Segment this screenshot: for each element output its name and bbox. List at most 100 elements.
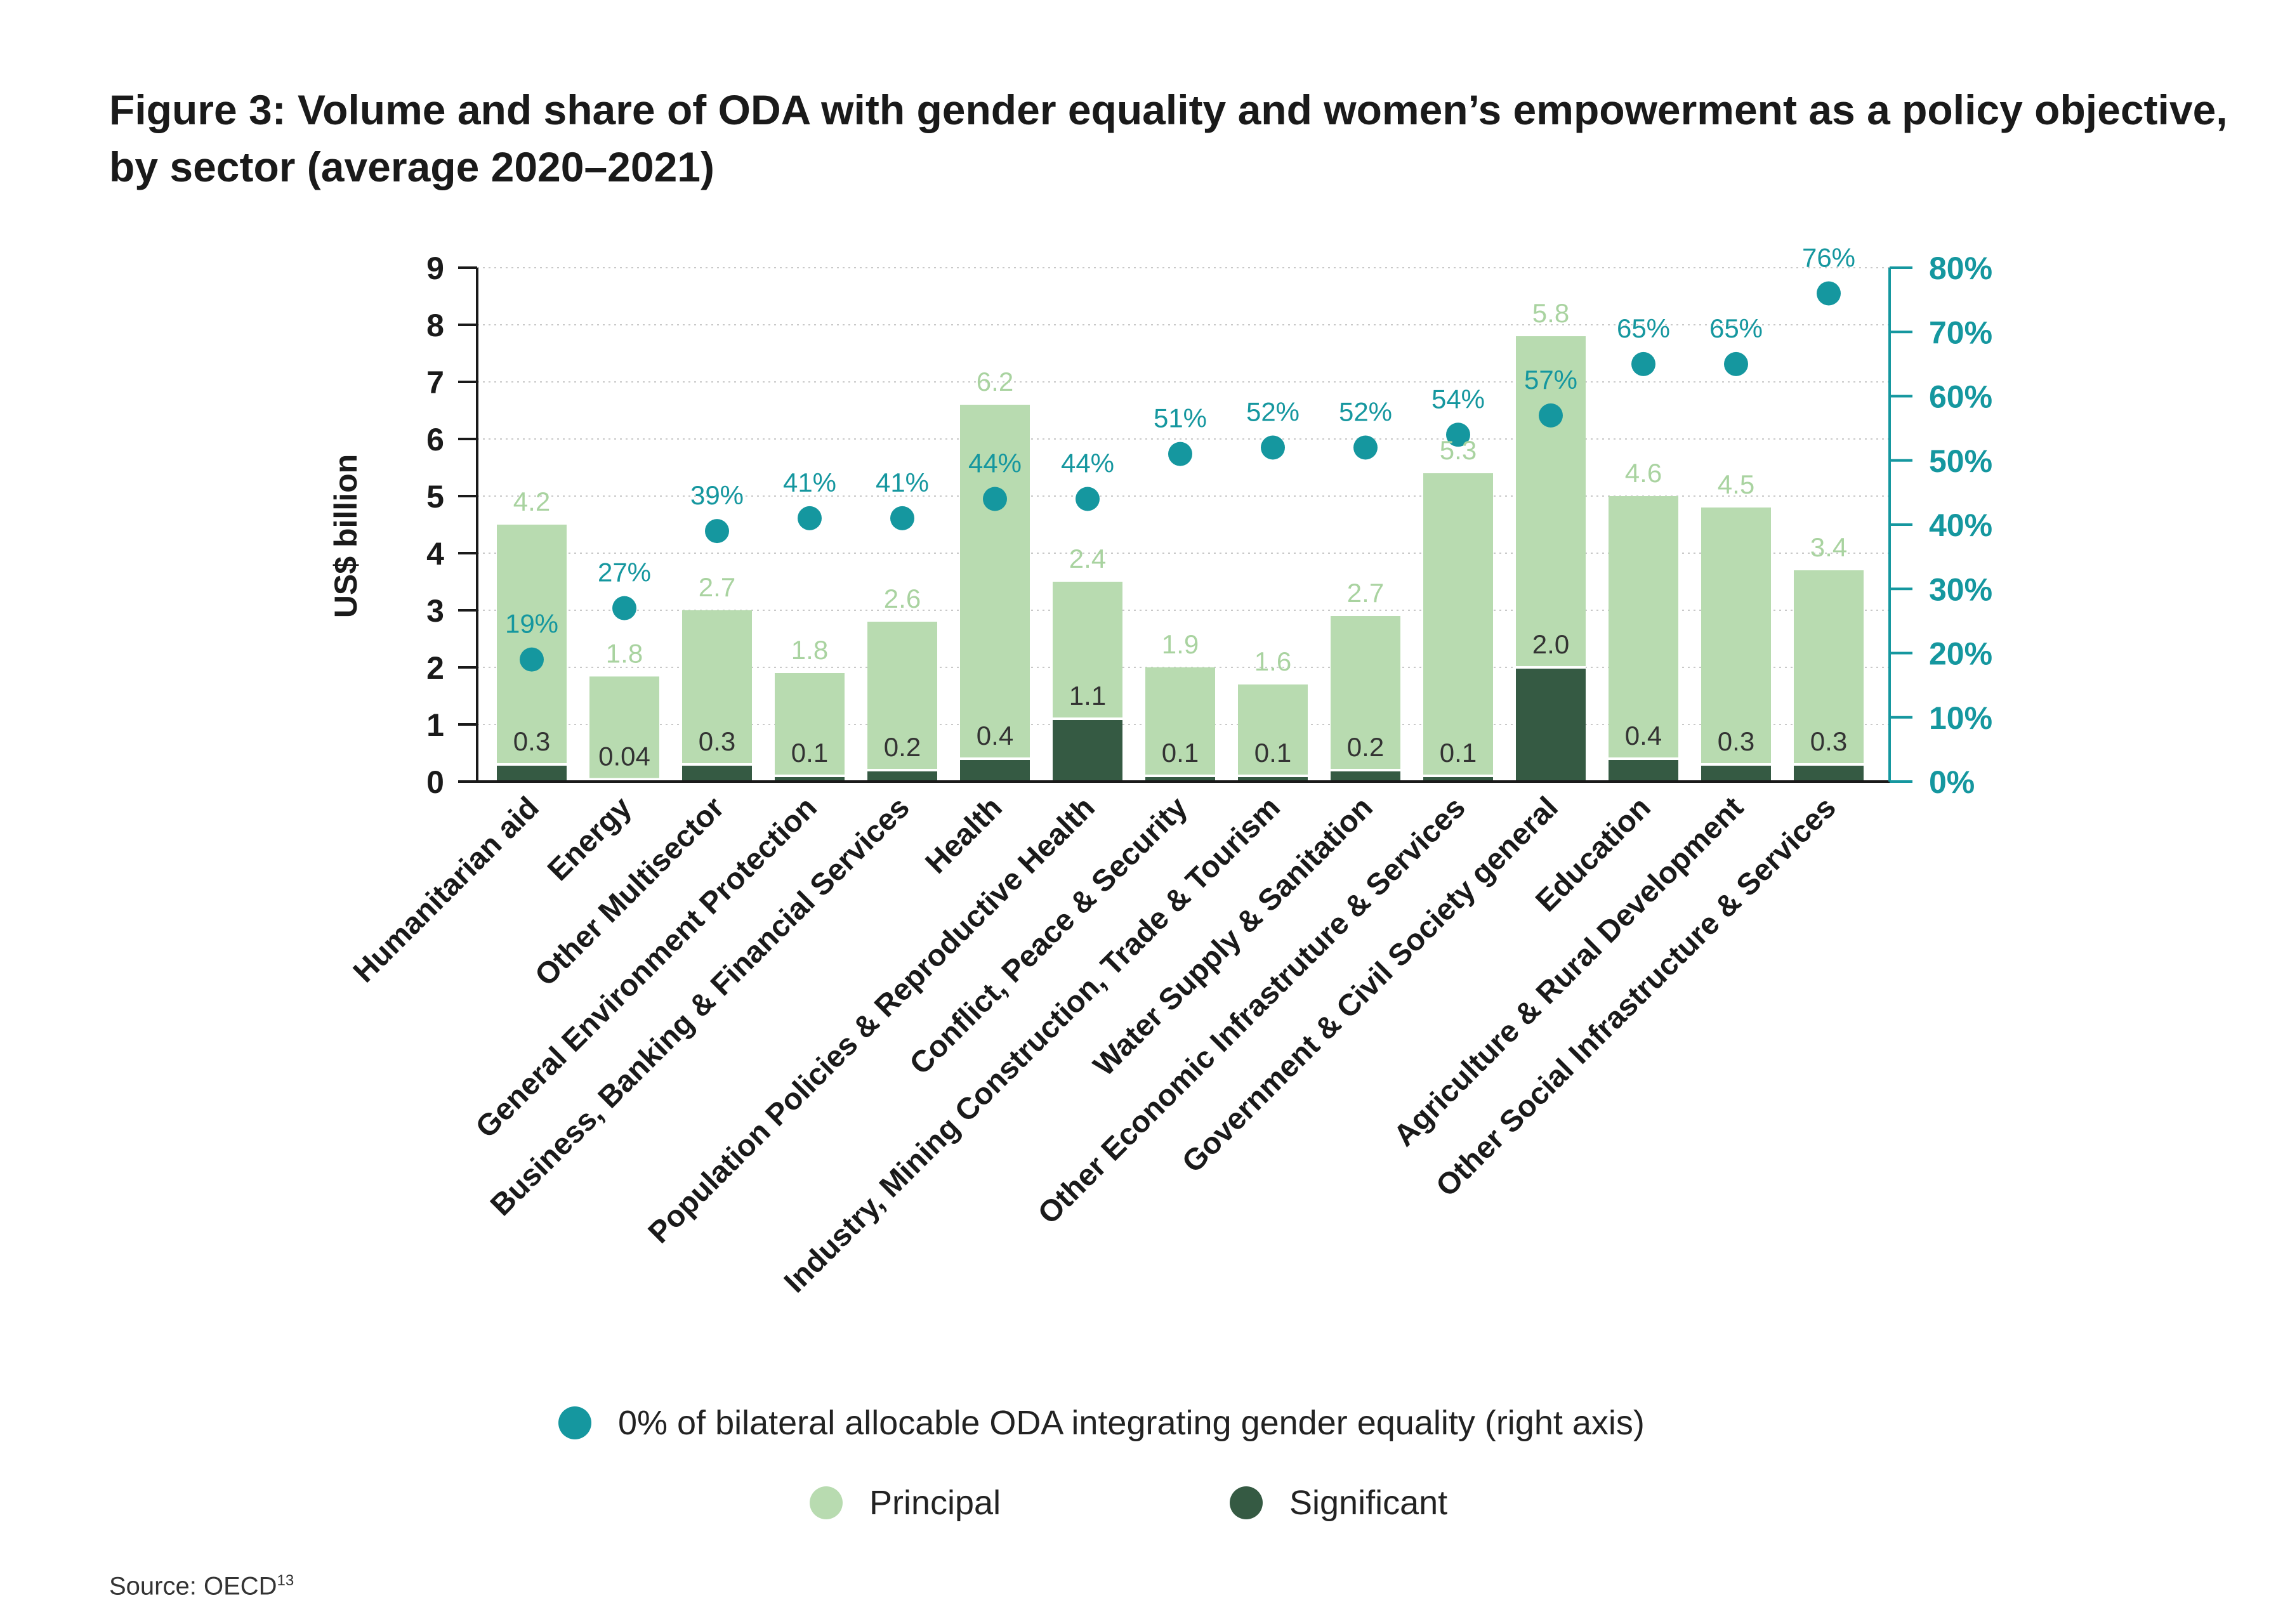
legend-label-significant: Significant	[1289, 1484, 1448, 1522]
y-axis-tick-label: 5	[426, 479, 444, 514]
axes: 0 1 2 3 4 5 6 7 8 9 0% 10% 20% 30% 40% 50% 60% 70% 80%	[426, 251, 1992, 800]
y-axis-tick-label: 7	[426, 365, 444, 400]
y-axis-tick-label: 0	[426, 764, 444, 800]
x-axis-category-label: Other Economic Infrastruture & Services	[1032, 790, 1472, 1231]
share-point	[612, 596, 636, 620]
legend-label-share: 0% of bilateral allocable ODA integratin…	[618, 1404, 1645, 1442]
share-label: 52%	[1339, 397, 1392, 427]
share-point	[983, 487, 1007, 511]
share-point	[1724, 351, 1748, 376]
share-point	[1539, 403, 1563, 428]
chart-title: Figure 3: Volume and share of ODA with g…	[109, 81, 2235, 195]
y2-axis-tick-label: 30%	[1929, 572, 1992, 607]
y-axis-tick-label: 8	[426, 308, 444, 343]
bar-principal	[1145, 667, 1215, 776]
bar-principal	[1701, 508, 1771, 764]
share-point	[1631, 351, 1655, 376]
data-labels: 4.2 0.3 19% 1.8 0.04 27% 2.7 0.3 39% 1.8 0.1 41% 2.6…	[505, 243, 1855, 771]
share-label: 39%	[690, 480, 744, 510]
share-point	[1168, 442, 1192, 466]
x-axis-category-label: General Environment Protection	[470, 790, 824, 1144]
share-point	[520, 647, 544, 672]
share-label: 51%	[1154, 403, 1207, 433]
bar-principal	[867, 622, 937, 770]
share-point	[1353, 435, 1378, 460]
share-point	[1261, 435, 1285, 460]
bar-principal	[497, 525, 567, 764]
y2-axis-tick-label: 80%	[1929, 251, 1992, 286]
bar-significant	[497, 764, 567, 782]
bar-principal	[682, 610, 752, 764]
source-text: Source: OECD	[109, 1572, 277, 1601]
bar-label-principal: 4.6	[1625, 458, 1662, 488]
bar-label-significant: 0.4	[977, 721, 1013, 750]
legend-item-principal: Principal	[810, 1483, 1001, 1522]
y-axis-tick-label: 9	[426, 251, 444, 286]
share-point	[1817, 281, 1841, 306]
x-axis-category-label: Humanitarian aid	[347, 790, 546, 989]
bar-label-significant: 2.0	[1532, 629, 1569, 659]
legend-item-significant: Significant	[1230, 1483, 1447, 1522]
bar-significant	[1331, 770, 1400, 782]
bar-label-principal: 4.5	[1718, 469, 1754, 499]
bar-label-principal: 1.8	[791, 635, 828, 665]
bar-principal	[1238, 684, 1308, 776]
bar-label-principal: 6.2	[977, 367, 1013, 396]
share-label: 19%	[505, 609, 558, 639]
legend-swatch-share	[558, 1406, 591, 1439]
y2-axis-tick-label: 70%	[1929, 315, 1992, 350]
y2-axis-tick-label: 20%	[1929, 636, 1992, 672]
share-point	[890, 506, 914, 530]
bar-label-significant: 0.3	[1718, 726, 1754, 756]
bar-significant	[682, 764, 752, 782]
y2-axis-tick-label: 0%	[1929, 764, 1975, 800]
share-label: 57%	[1524, 365, 1577, 395]
bar-label-significant: 0.1	[791, 738, 828, 768]
y-axis-title: US$ billion	[328, 454, 364, 618]
y2-axis-tick-label: 50%	[1929, 443, 1992, 479]
bar-significant	[1794, 764, 1864, 782]
bar-principal	[589, 676, 659, 780]
bar-label-significant: 0.1	[1254, 738, 1291, 768]
bar-principal	[775, 673, 845, 776]
source-footnote-number: 13	[277, 1572, 294, 1589]
legend-swatch-significant	[1230, 1486, 1263, 1519]
share-point	[798, 506, 822, 530]
bars	[497, 336, 1864, 782]
bar-label-principal: 4.2	[513, 487, 550, 516]
bar-principal	[960, 405, 1030, 759]
legend-item-share: 0% of bilateral allocable ODA integratin…	[558, 1403, 1645, 1443]
bar-label-significant: 0.04	[598, 741, 650, 771]
share-label: 54%	[1431, 384, 1485, 414]
share-markers	[520, 281, 1841, 672]
bar-label-significant: 0.3	[1810, 726, 1847, 756]
share-point	[1076, 487, 1100, 511]
y2-axis-tick-label: 60%	[1929, 379, 1992, 415]
bar-label-principal: 2.6	[884, 584, 921, 613]
x-axis-category-label: Agriculture & Rural Development	[1388, 790, 1750, 1153]
share-point	[705, 519, 729, 544]
chart-title-line-1: Figure 3: Volume and share of ODA with g…	[109, 86, 2228, 133]
bar-label-significant: 0.3	[699, 726, 735, 756]
bar-label-significant: 0.3	[513, 726, 550, 756]
y-axis-tick-label: 3	[426, 593, 444, 629]
legend-label-principal: Principal	[869, 1484, 1001, 1522]
bar-label-principal: 5.8	[1532, 298, 1569, 328]
bar-significant	[775, 776, 845, 782]
share-label: 76%	[1802, 243, 1855, 273]
y2-axis-tick-label: 10%	[1929, 700, 1992, 736]
source-note: Source: OECD13	[109, 1572, 294, 1601]
bar-label-principal: 3.4	[1810, 532, 1847, 562]
share-label: 65%	[1709, 313, 1763, 343]
bar-significant	[1053, 719, 1122, 782]
x-axis-category-label: Energy	[541, 790, 638, 887]
chart-title-line-2: by sector (average 2020–2021)	[109, 143, 714, 190]
bar-significant	[960, 759, 1030, 782]
legend-swatch-principal	[810, 1486, 843, 1519]
x-axis-category-label: Health	[919, 790, 1009, 880]
bar-label-significant: 0.2	[884, 732, 921, 762]
bar-label-principal: 1.8	[606, 638, 643, 668]
y-axis-tick-label: 1	[426, 707, 444, 743]
